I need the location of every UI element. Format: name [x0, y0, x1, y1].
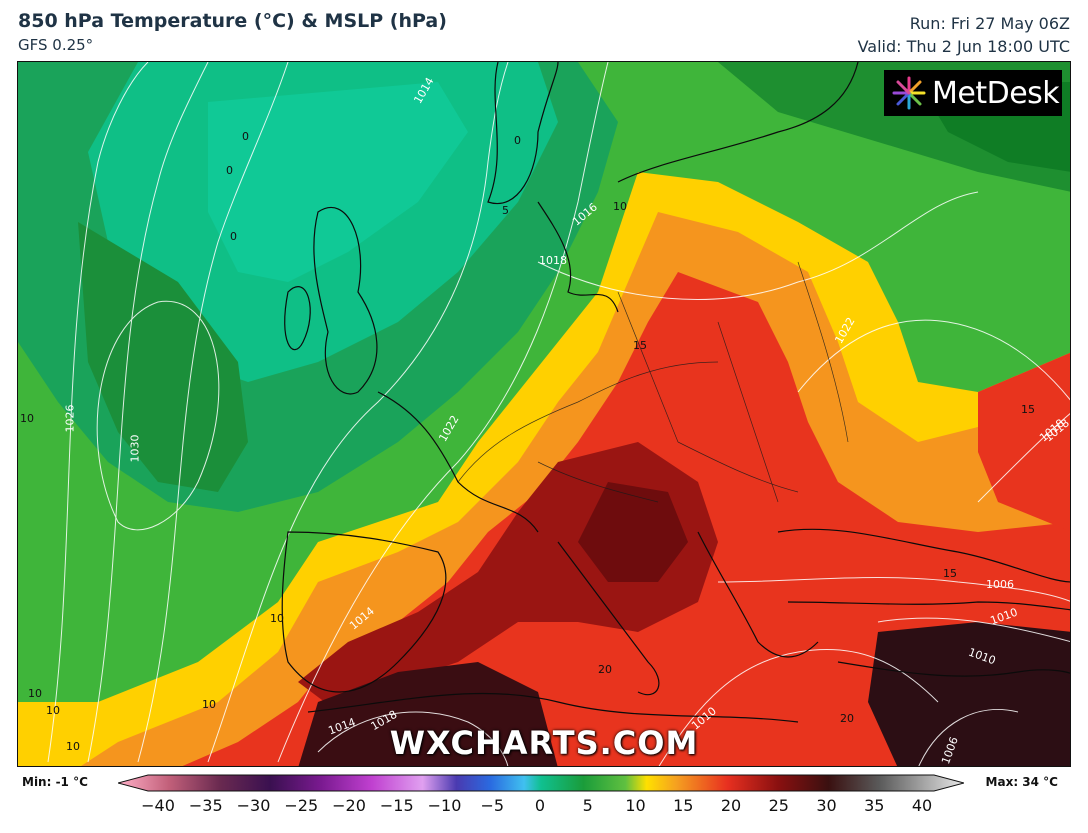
isobar-line [977, 413, 1070, 503]
run-time: Run: Fri 27 May 06Z [909, 14, 1070, 33]
colorbar-tick-label: −5 [480, 796, 505, 815]
black-sea-north [777, 528, 1070, 583]
isobar-line [797, 319, 1070, 401]
temperature-label: 10 [20, 412, 34, 425]
colorbar-tick-label: −25 [284, 796, 319, 815]
temperature-label: 10 [66, 740, 80, 753]
valid-time: Valid: Thu 2 Jun 18:00 UTC [857, 37, 1070, 56]
weather-map[interactable]: MetDesk WXCHARTS.COM 1014 1016 1018 1022 102… [17, 61, 1071, 767]
border [577, 361, 719, 403]
metdesk-logo-text: MetDesk [932, 75, 1060, 111]
colorbar-ticks: −40 −35 −30 −25 −20 −15 −10 −5 0 5 10 15 20 25 30 35 40 [0, 796, 1088, 820]
temperature-colorbar [118, 774, 964, 792]
isobar-line [918, 708, 1019, 766]
temperature-label: 20 [840, 712, 854, 725]
norway-coast [487, 62, 559, 205]
colorbar-tick-label: −35 [188, 796, 223, 815]
ireland-coast [284, 286, 311, 351]
temperature-label: 15 [1021, 403, 1035, 416]
north-africa [307, 692, 799, 723]
temperature-label: 10 [202, 698, 216, 711]
isobar-lines [47, 62, 1070, 766]
metdesk-logo-icon [892, 76, 926, 110]
temperature-label: 10 [46, 704, 60, 717]
colorbar-tick-label: 5 [582, 796, 593, 815]
temperature-label: 15 [633, 339, 647, 352]
wxcharts-watermark: WXCHARTS.COM [389, 724, 699, 762]
model-label: GFS 0.25° [18, 36, 94, 54]
temperature-label: 0 [514, 134, 521, 147]
colorbar-tick-label: 0 [534, 796, 546, 815]
temperature-label: 15 [943, 567, 957, 580]
turkey-south [837, 661, 1070, 677]
border [677, 441, 799, 493]
colorbar-tick-label: 15 [673, 796, 694, 815]
balkans-coast [697, 531, 819, 658]
colorbar-tick-label: 30 [816, 796, 837, 815]
isobar-line [87, 62, 209, 763]
colorbar-tick-label: 40 [911, 796, 933, 815]
metdesk-logo: MetDesk [884, 70, 1062, 116]
isobar-label: 1006 [986, 578, 1014, 591]
border [537, 461, 659, 503]
legend-max-label: Max: 34 °C [985, 775, 1058, 789]
iberia-coast [281, 531, 447, 693]
isobar-line [96, 300, 220, 531]
baltic-coast [617, 62, 859, 183]
temperature-label: 5 [502, 204, 509, 217]
colorbar-tick-label: 25 [768, 796, 789, 815]
east-red [978, 352, 1070, 532]
legend-min-label: Min: -1 °C [22, 775, 88, 789]
colorbar-tick-label: 20 [720, 796, 742, 815]
colorbar-tick-label: −40 [141, 796, 175, 815]
temperature-label: 10 [28, 687, 42, 700]
isobar-label: 1026 [63, 404, 77, 433]
isobar-line [277, 62, 609, 763]
se-very-dark [868, 622, 1070, 766]
isobar-label: 1030 [128, 434, 142, 463]
border [617, 291, 679, 443]
colorbar-tick-label: −30 [236, 796, 271, 815]
chart-title: 850 hPa Temperature (°C) & MSLP (hPa) [18, 10, 447, 32]
temperature-label: 0 [226, 164, 233, 177]
temperature-label: 0 [230, 230, 237, 243]
isobar-line [137, 62, 289, 763]
darkest-red-core [578, 482, 688, 582]
temperature-label: 20 [598, 663, 612, 676]
border [717, 321, 779, 503]
border [797, 261, 849, 443]
colorbar-tick-label: −20 [332, 796, 366, 815]
isobar-line [47, 62, 149, 763]
turkey-north [787, 601, 1070, 611]
coldest-core [208, 82, 468, 282]
isobar-line [537, 191, 979, 300]
temperature-label: 10 [270, 612, 284, 625]
colorbar-tick-label: −15 [379, 796, 414, 815]
isobar-line [207, 62, 509, 763]
italy-coast [557, 541, 660, 696]
isobar-line [317, 711, 509, 766]
dark-green-trough [78, 222, 248, 492]
colorbar-tick-label: −10 [427, 796, 462, 815]
borders [457, 261, 849, 503]
colorbar-tick-label: 10 [625, 796, 646, 815]
border [457, 401, 579, 483]
isobar-line [877, 617, 1070, 642]
denmark-coast [537, 201, 619, 313]
colorbar-tick-label: 35 [864, 796, 885, 815]
britain-coast [313, 206, 378, 395]
temperature-label: 0 [242, 130, 249, 143]
map-canvas [18, 62, 1070, 766]
isobar-line [717, 577, 1070, 602]
temperature-label: 10 [613, 200, 627, 213]
isobar-label: 1018 [539, 254, 567, 267]
